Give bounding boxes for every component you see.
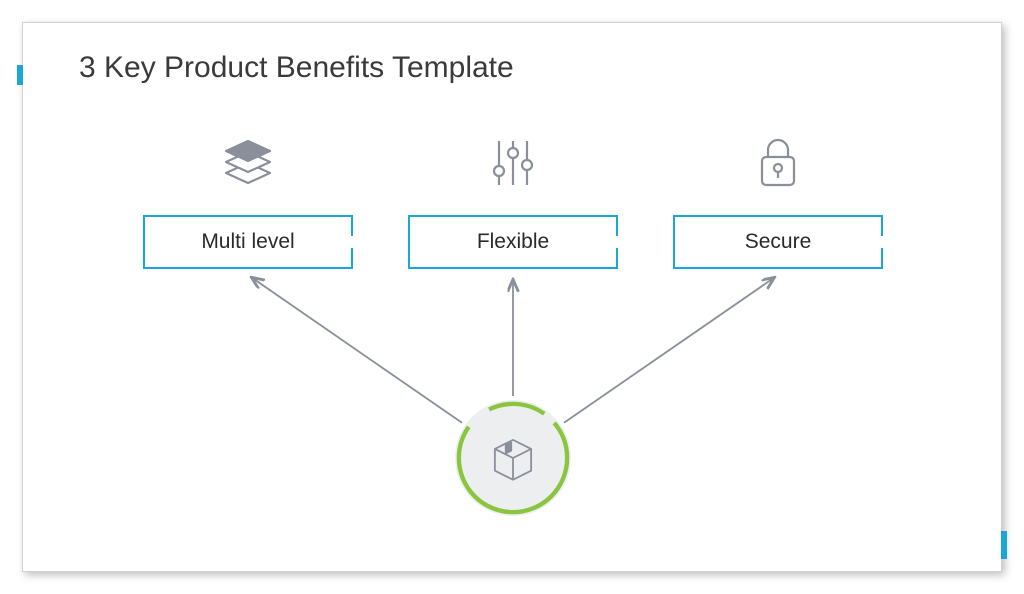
slide-frame: 3 Key Product Benefits Template Multi le… (22, 22, 1002, 572)
benefit-box-multi-level: Multi level (143, 215, 353, 269)
accent-mark-right (1001, 531, 1007, 559)
benefit-box-flexible: Flexible (408, 215, 618, 269)
benefit-secure: Secure (673, 123, 883, 269)
accent-mark-left (17, 65, 23, 85)
sliders-icon (408, 123, 618, 203)
product-node (455, 400, 571, 516)
benefit-flexible: Flexible (408, 123, 618, 269)
benefit-multi-level: Multi level (143, 123, 353, 269)
benefit-box-secure: Secure (673, 215, 883, 269)
product-ring (455, 400, 571, 516)
layers-icon (143, 123, 353, 203)
lock-icon (673, 123, 883, 203)
benefits-diagram: Multi level (23, 123, 1001, 571)
slide-title: 3 Key Product Benefits Template (79, 51, 514, 85)
